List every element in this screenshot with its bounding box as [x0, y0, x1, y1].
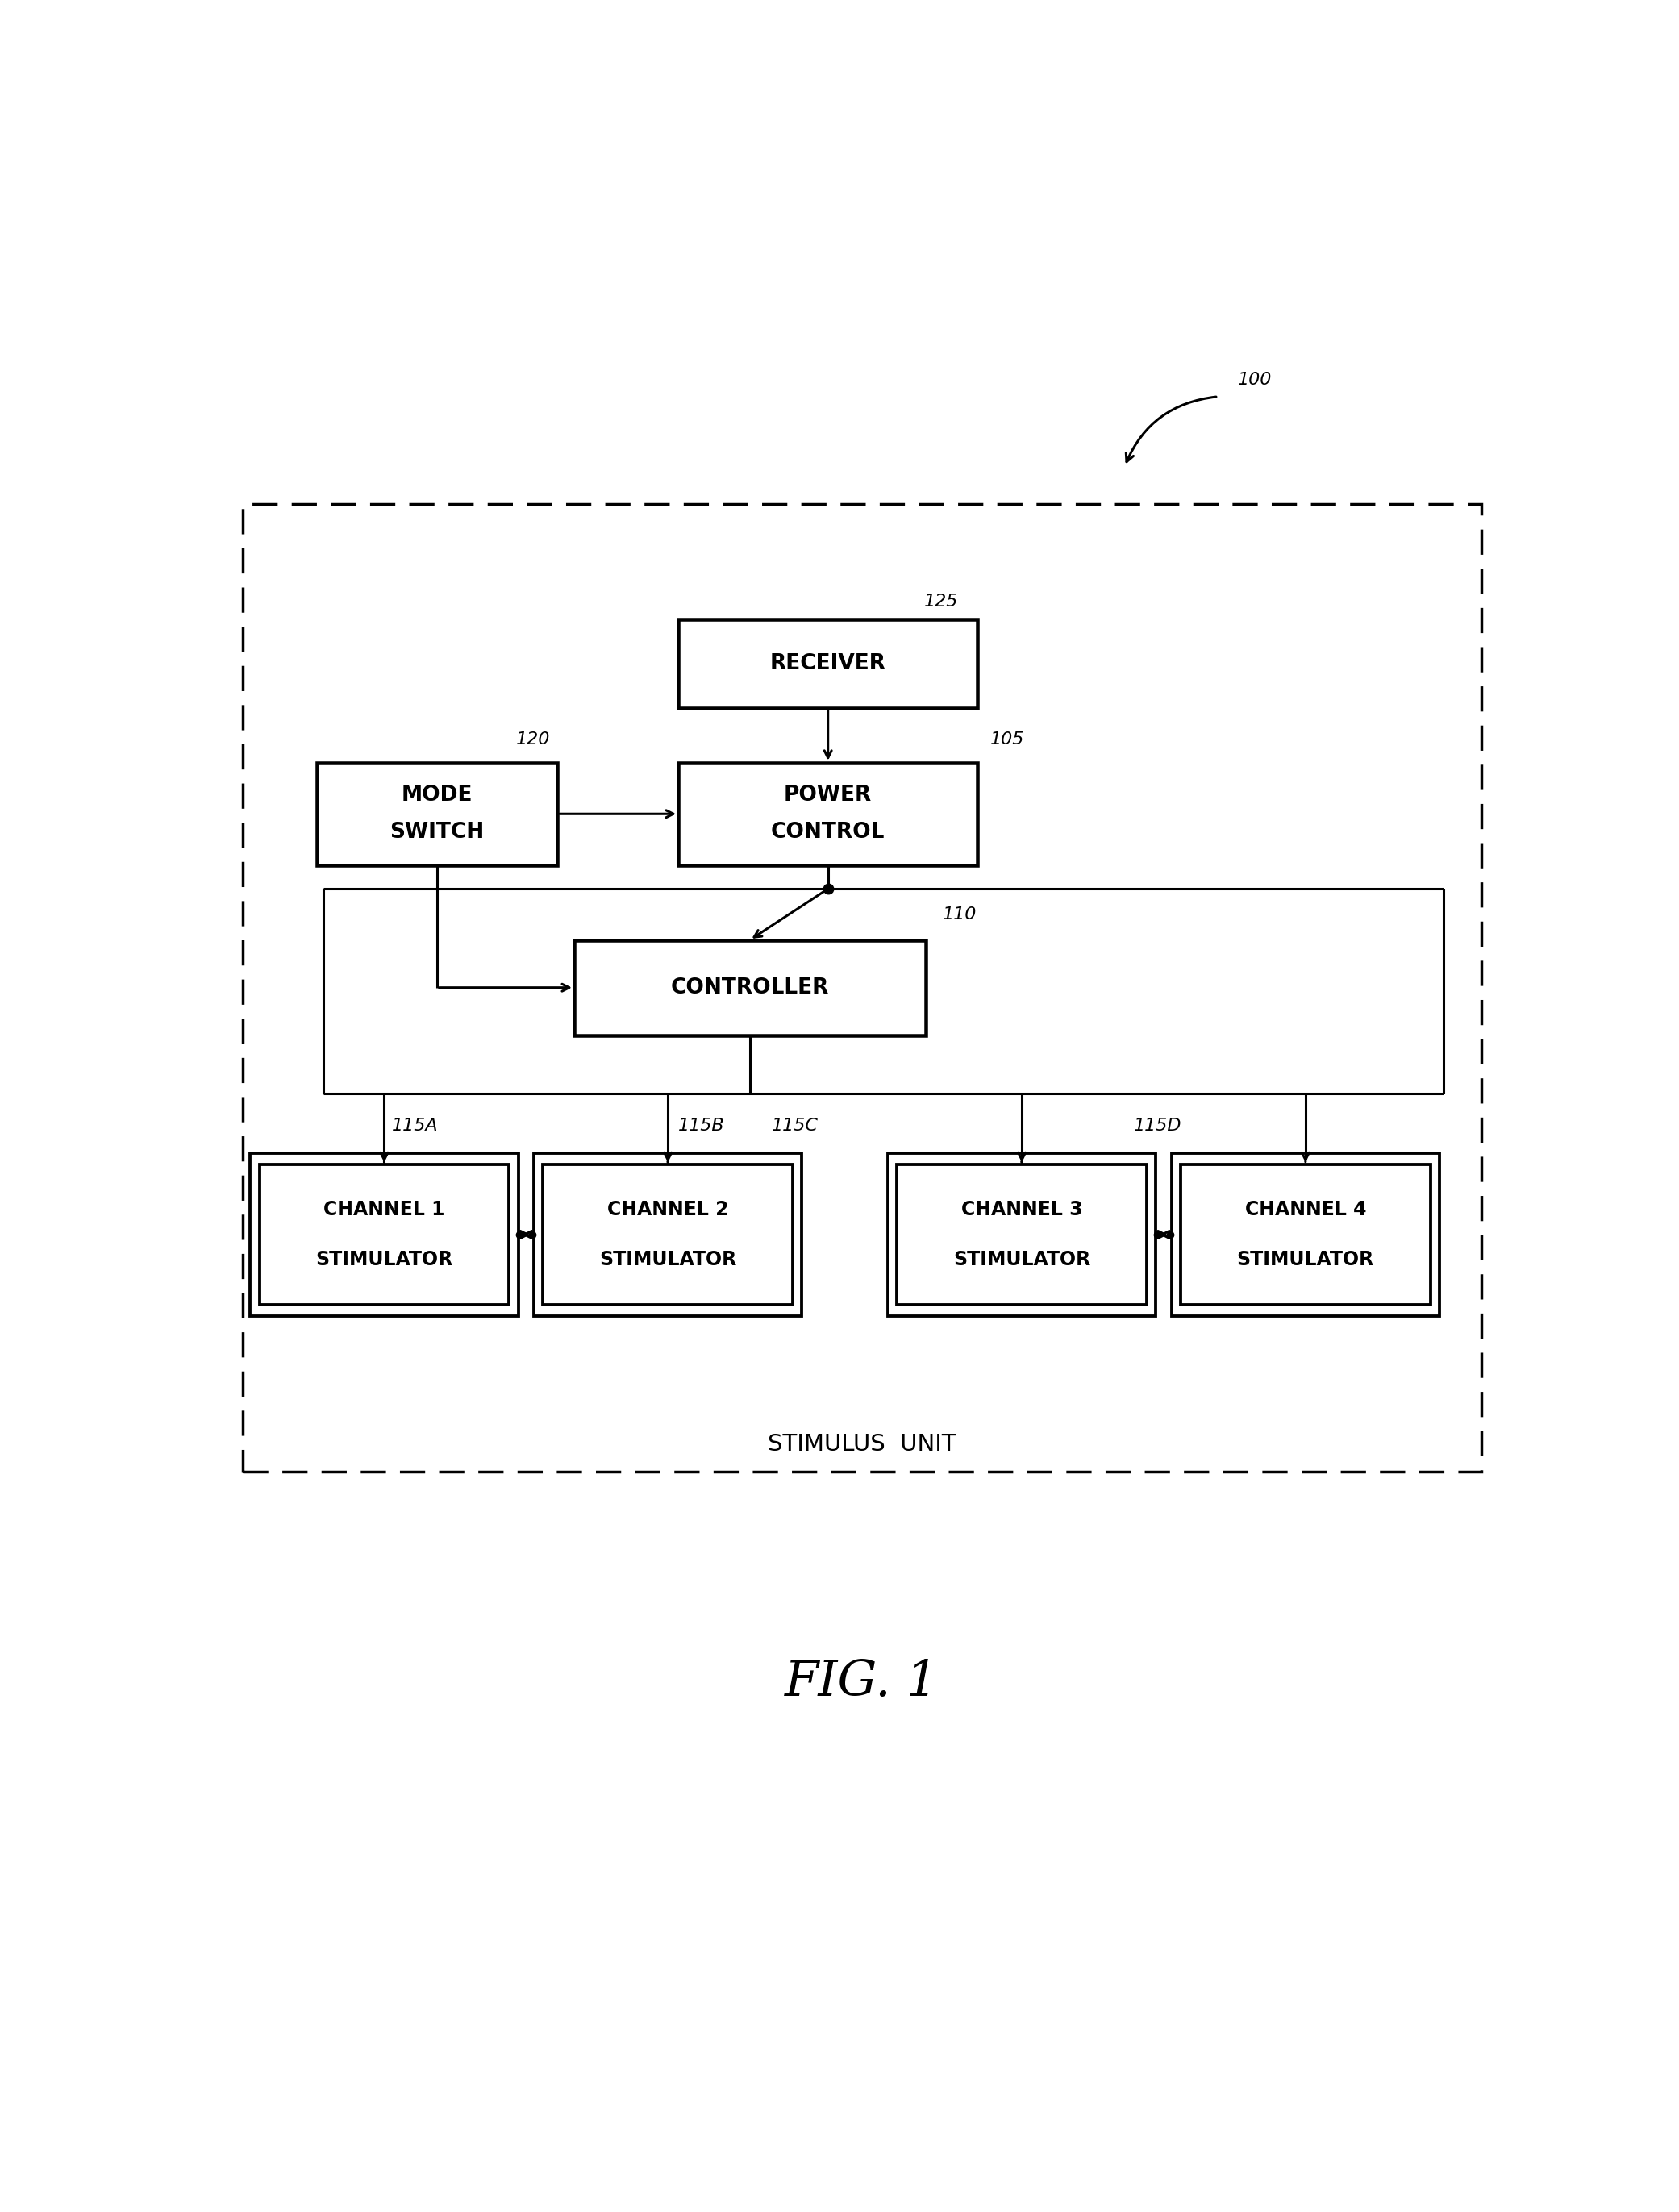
Text: CONTROLLER: CONTROLLER	[670, 978, 829, 998]
Text: 115C: 115C	[772, 1117, 819, 1135]
Text: RECEIVER: RECEIVER	[771, 653, 887, 675]
Text: CONTROL: CONTROL	[771, 823, 885, 843]
Bar	[317, 763, 557, 865]
Bar	[259, 1166, 509, 1305]
Bar	[678, 763, 977, 865]
Text: SWITCH: SWITCH	[390, 823, 484, 843]
Text: STIMULATOR: STIMULATOR	[599, 1250, 737, 1270]
Bar	[242, 504, 1481, 1471]
Bar	[542, 1166, 792, 1305]
Bar	[1180, 1166, 1431, 1305]
Text: CHANNEL 1: CHANNEL 1	[324, 1199, 445, 1219]
Text: 115D: 115D	[1133, 1117, 1182, 1135]
Text: 115B: 115B	[678, 1117, 725, 1135]
Bar	[1172, 1152, 1439, 1316]
Text: 115A: 115A	[393, 1117, 438, 1135]
Text: MODE: MODE	[401, 785, 472, 805]
Text: STIMULATOR: STIMULATOR	[316, 1250, 453, 1270]
Text: CHANNEL 2: CHANNEL 2	[608, 1199, 729, 1219]
Bar	[678, 619, 977, 708]
Text: 100: 100	[1237, 372, 1273, 387]
Text: 110: 110	[942, 907, 977, 922]
Bar	[250, 1152, 519, 1316]
Text: CHANNEL 3: CHANNEL 3	[960, 1199, 1083, 1219]
Text: STIMULATOR: STIMULATOR	[1237, 1250, 1373, 1270]
Text: FIG. 1: FIG. 1	[784, 1659, 939, 1708]
Bar	[888, 1152, 1155, 1316]
Text: STIMULATOR: STIMULATOR	[954, 1250, 1090, 1270]
Bar	[897, 1166, 1147, 1305]
Text: 105: 105	[991, 732, 1024, 748]
Text: CHANNEL 4: CHANNEL 4	[1244, 1199, 1367, 1219]
Text: 120: 120	[515, 732, 549, 748]
Text: STIMULUS  UNIT: STIMULUS UNIT	[767, 1433, 955, 1455]
Text: 125: 125	[923, 593, 959, 611]
Text: POWER: POWER	[784, 785, 871, 805]
Bar	[534, 1152, 803, 1316]
Bar	[574, 940, 925, 1035]
